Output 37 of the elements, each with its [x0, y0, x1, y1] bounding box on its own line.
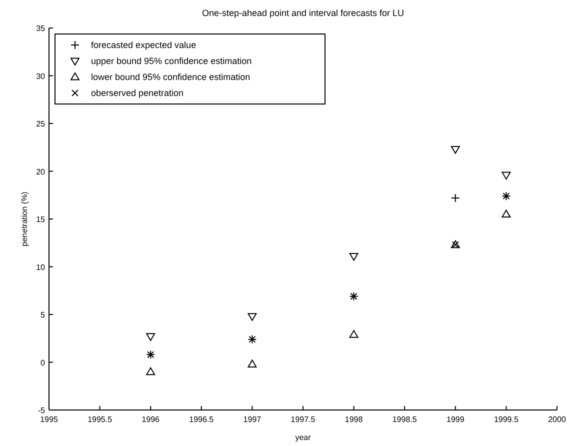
x-axis-title: year [295, 433, 312, 442]
point [502, 172, 511, 180]
x-tick-label: 1996 [142, 415, 160, 424]
point [450, 193, 460, 202]
x-tick-label: 1999.5 [494, 415, 519, 424]
x-tick-label: 1995.5 [88, 415, 113, 424]
point [248, 360, 257, 368]
point [502, 210, 511, 218]
chart-title: One-step-ahead point and interval forecasts for LU [202, 8, 404, 18]
x-tick-label: 1997 [243, 415, 262, 424]
point [349, 330, 358, 338]
y-tick-label: 5 [40, 310, 46, 320]
point [146, 367, 156, 376]
y-tick-label: 10 [36, 262, 46, 272]
y-tick-label: 25 [36, 120, 46, 128]
x-tick-label: 1998.5 [392, 415, 418, 424]
x-tick-label: 1996.5 [189, 415, 214, 424]
legend-label: lower bound 95% confidence estimation [91, 72, 250, 82]
y-tick-label: -5 [38, 406, 46, 415]
point [450, 146, 460, 154]
legend-label: upper bound 95% confidence estimation [91, 56, 252, 66]
y-tick-label: 30 [36, 72, 46, 81]
x-tick-label: 2000 [548, 415, 566, 424]
y-tick-label: 35 [36, 24, 46, 33]
x-tick-label: 1998 [344, 415, 364, 424]
y-tick-label: 0 [40, 358, 46, 368]
point [349, 252, 358, 261]
point [146, 333, 156, 341]
x-tick-label: 1995 [40, 415, 58, 424]
x-tick-label: 1997.5 [290, 415, 316, 424]
y-tick-label: 20 [36, 167, 46, 176]
legend-label: forecasted expected value [91, 40, 196, 50]
x-tick-label: 1999 [446, 415, 465, 424]
point [248, 313, 257, 321]
y-tick-label: 15 [36, 215, 46, 224]
y-axis-title: penetration (%) [20, 191, 29, 246]
legend-label: oberserved penetration [91, 88, 184, 98]
